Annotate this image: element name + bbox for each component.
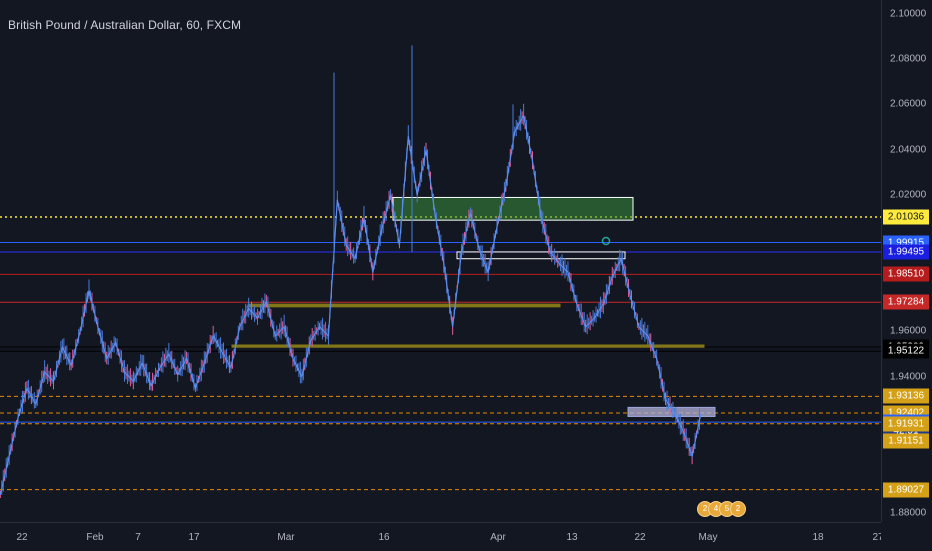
time-axis[interactable] <box>0 522 881 551</box>
horizontal-levels <box>0 216 881 491</box>
time-tick: 16 <box>378 532 390 543</box>
price-badge: 1.95122 <box>883 343 929 359</box>
price-tick: 2.04000 <box>890 144 927 156</box>
time-tick: 18 <box>812 532 824 543</box>
time-tick: 27 <box>872 532 884 543</box>
price-badge: 2.01036 <box>883 209 929 225</box>
axis-corner <box>881 522 932 550</box>
economic-event-icon[interactable]: 2 <box>730 501 746 517</box>
time-tick: Mar <box>277 532 295 543</box>
zone-outline-white[interactable] <box>456 251 626 260</box>
price-series <box>0 45 702 498</box>
price-badge: 1.97284 <box>883 294 929 310</box>
marker-circle <box>601 236 611 246</box>
olive-line-upper[interactable] <box>247 303 561 308</box>
price-tick: 2.10000 <box>890 8 927 20</box>
time-tick: 7 <box>135 532 141 543</box>
time-tick: 17 <box>188 532 200 543</box>
time-tick: 22 <box>16 532 28 543</box>
price-tick: 2.08000 <box>890 53 927 65</box>
time-tick: Feb <box>86 532 104 543</box>
price-badge: 1.99495 <box>883 244 929 260</box>
price-badge: 1.98510 <box>883 266 929 282</box>
price-tick: 1.88000 <box>890 507 927 519</box>
price-tick: 2.06000 <box>890 98 927 110</box>
price-badge: 1.91931 <box>883 416 929 432</box>
price-scale[interactable] <box>881 0 932 522</box>
price-badge: 1.91151 <box>883 433 929 449</box>
price-badge: 1.89027 <box>883 482 929 498</box>
time-tick: 22 <box>634 532 646 543</box>
olive-line-lower[interactable] <box>231 344 705 348</box>
price-tick: 1.96000 <box>890 325 927 337</box>
price-tick: 1.94000 <box>890 371 927 383</box>
time-tick: May <box>698 532 718 543</box>
price-line <box>0 114 702 495</box>
drawn-zones <box>231 196 716 417</box>
symbol-title: British Pound / Australian Dollar, 60, F… <box>8 18 242 32</box>
time-tick: Apr <box>490 532 506 543</box>
time-tick: 13 <box>566 532 578 543</box>
supply-zone-green[interactable] <box>392 196 634 221</box>
price-tick: 2.02000 <box>890 189 927 201</box>
price-badge: 1.93136 <box>883 388 929 404</box>
